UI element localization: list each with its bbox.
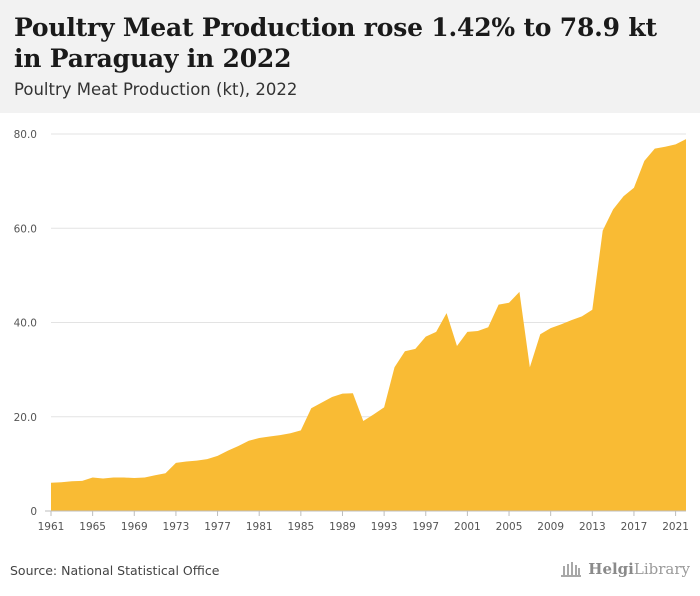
x-tick-label: 2021 bbox=[662, 521, 689, 533]
header-band: Poultry Meat Production rose 1.42% to 78… bbox=[0, 0, 700, 113]
chart-subtitle: Poultry Meat Production (kt), 2022 bbox=[14, 80, 298, 99]
y-tick-label: 0 bbox=[30, 506, 37, 518]
y-tick-label: 80.0 bbox=[14, 129, 37, 141]
y-tick-label: 20.0 bbox=[14, 412, 37, 424]
chart-area: 0 20.0 40.0 60.0 80.0 1961 1965 1969 1973 1977 198… bbox=[0, 113, 700, 553]
x-tick-label: 1973 bbox=[163, 521, 190, 533]
library-columns-icon bbox=[561, 562, 582, 577]
x-tick-label: 2013 bbox=[579, 521, 606, 533]
x-tick-label: 2005 bbox=[496, 521, 523, 533]
area-series bbox=[51, 139, 686, 511]
x-tick-label: 1981 bbox=[246, 521, 273, 533]
y-tick-label: 60.0 bbox=[14, 223, 37, 235]
x-tick-label: 2017 bbox=[621, 521, 648, 533]
x-tick-label: 1997 bbox=[412, 521, 439, 533]
source-note: Source: National Statistical Office bbox=[10, 563, 220, 578]
x-tick-label: 1993 bbox=[371, 521, 398, 533]
x-tick-label: 2009 bbox=[537, 521, 564, 533]
brand-name: HelgiLibrary bbox=[588, 560, 690, 578]
brand-name-rest: Library bbox=[633, 560, 690, 578]
x-tick-label: 2001 bbox=[454, 521, 481, 533]
page-title: Poultry Meat Production rose 1.42% to 78… bbox=[14, 13, 657, 73]
x-tick-label: 1969 bbox=[121, 521, 148, 533]
x-tick-label: 1977 bbox=[204, 521, 231, 533]
x-tick-label: 1989 bbox=[329, 521, 356, 533]
y-tick-label: 40.0 bbox=[14, 318, 37, 330]
x-tick-label: 1965 bbox=[79, 521, 106, 533]
x-tick-label: 1985 bbox=[287, 521, 314, 533]
brand-name-bold: Helgi bbox=[588, 560, 634, 578]
brand-logo[interactable]: HelgiLibrary bbox=[560, 560, 690, 578]
x-tick-label: 1961 bbox=[38, 521, 65, 533]
poultry-production-chart: 0 20.0 40.0 60.0 80.0 1961 1965 1969 1973 1977 198… bbox=[14, 129, 689, 533]
